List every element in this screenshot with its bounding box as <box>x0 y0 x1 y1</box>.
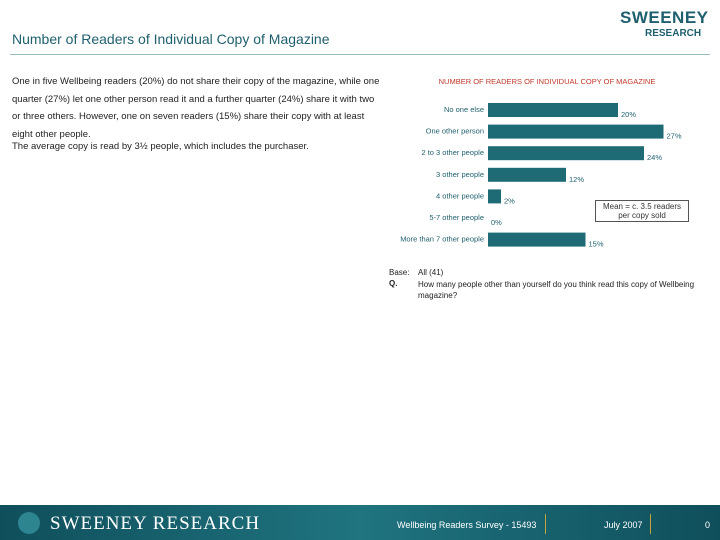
value-label: 27% <box>667 132 682 141</box>
logo: RESEARCH <box>645 28 702 39</box>
slide-title: Number of Readers of Individual Copy of … <box>12 31 330 47</box>
separator <box>545 514 546 534</box>
annotation: Mean = c. 3.5 readers per copy sold <box>595 200 689 222</box>
bar <box>488 146 644 161</box>
category-label: More than 7 other people <box>400 235 484 244</box>
value-label: 0% <box>491 218 502 227</box>
chart: NUMBER OF READERS OF INDIVIDUAL COPY OF … <box>400 77 682 249</box>
value-label: 15% <box>589 240 604 249</box>
note-text: How many people other than yourself do y… <box>418 280 695 300</box>
logo: SWEENEY <box>620 8 709 27</box>
category-label: 3 other people <box>436 170 484 179</box>
divider <box>10 54 710 55</box>
bar <box>488 103 618 117</box>
bar <box>488 232 586 247</box>
note-label: Base: <box>389 268 410 277</box>
footer-page: 0 <box>705 520 711 530</box>
footer <box>0 505 720 540</box>
paragraph: One in five Wellbeing readers (20%) do n… <box>12 76 380 140</box>
value-label: 20% <box>621 110 636 119</box>
logo-icon <box>18 512 40 534</box>
separator <box>650 514 651 534</box>
bar <box>488 189 501 204</box>
footer-survey: Wellbeing Readers Survey - 15493 <box>397 520 537 530</box>
bar <box>488 124 664 139</box>
category-label: 5-7 other people <box>429 213 484 222</box>
category-label: 4 other people <box>436 191 484 200</box>
bar <box>488 167 566 182</box>
value-label: 12% <box>569 175 584 184</box>
footer-date: July 2007 <box>604 520 643 530</box>
chart-title: NUMBER OF READERS OF INDIVIDUAL COPY OF … <box>439 77 656 86</box>
category-label: No one else <box>444 105 484 114</box>
paragraph: The average copy is read by 3½ people, w… <box>12 141 309 152</box>
category-label: One other person <box>426 127 484 136</box>
category-label: 2 to 3 other people <box>421 148 484 157</box>
note-label: Q. <box>389 279 398 288</box>
footer-brand: SWEENEY RESEARCH <box>50 513 261 534</box>
value-label: 2% <box>504 196 515 205</box>
note-text: All (41) <box>418 268 444 277</box>
value-label: 24% <box>647 153 662 162</box>
